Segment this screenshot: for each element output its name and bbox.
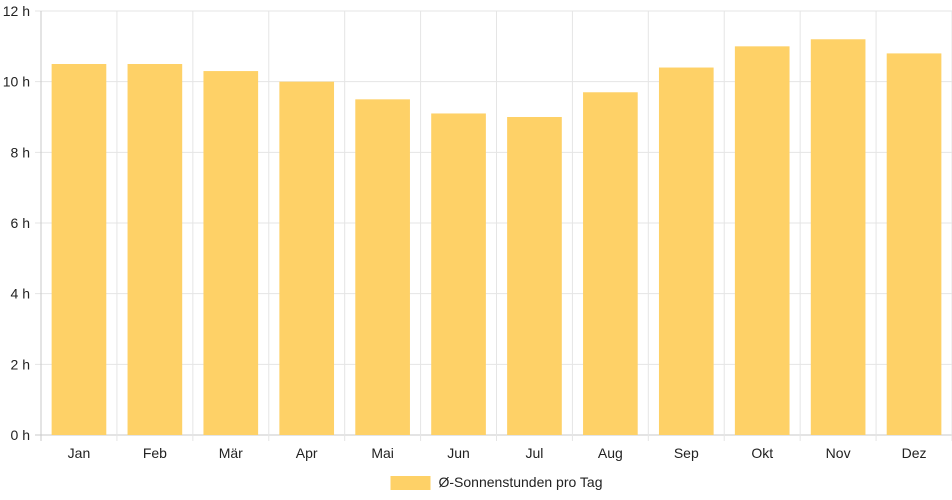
- x-axis: Jan Feb Mär Apr Mai Jun Jul Aug Sep Okt Nov Dez: [68, 445, 927, 461]
- y-tick-label: 4 h: [11, 286, 30, 302]
- x-tick-label: Nov: [826, 445, 851, 461]
- y-tick-label: 10 h: [3, 74, 30, 90]
- x-tick-label: Feb: [143, 445, 167, 461]
- bar-mär[interactable]: [203, 71, 259, 436]
- x-tick-label: Apr: [296, 445, 318, 461]
- bar-mai[interactable]: [355, 99, 410, 435]
- x-tick-label: Mär: [219, 445, 243, 461]
- y-tick-label: 2 h: [11, 356, 30, 372]
- x-tick-label: Dez: [902, 445, 927, 461]
- bar-feb[interactable]: [127, 64, 183, 435]
- y-tick-label: 12 h: [3, 3, 30, 19]
- x-tick-label: Jul: [526, 445, 544, 461]
- y-tick-label: 0 h: [11, 427, 30, 443]
- x-tick-label: Sep: [674, 445, 699, 461]
- bar-jul[interactable]: [507, 117, 562, 435]
- bar-jun[interactable]: [431, 113, 486, 435]
- y-tick-label: 8 h: [11, 144, 30, 160]
- bar-jan[interactable]: [51, 64, 107, 435]
- y-axis: 0 h 2 h 4 h 6 h 8 h 10 h 12 h: [3, 3, 30, 443]
- grid-lines: [35, 10, 952, 441]
- x-tick-label: Jan: [68, 445, 91, 461]
- x-tick-label: Mai: [371, 445, 394, 461]
- bar-apr[interactable]: [279, 81, 335, 436]
- bar-sep[interactable]: [658, 67, 714, 436]
- legend[interactable]: Ø-Sonnenstunden pro Tag: [390, 474, 603, 490]
- x-tick-label: Aug: [598, 445, 623, 461]
- bar-series: [51, 39, 942, 436]
- y-tick-label: 6 h: [11, 215, 30, 231]
- legend-label[interactable]: Ø-Sonnenstunden pro Tag: [439, 474, 603, 490]
- x-tick-label: Okt: [751, 445, 773, 461]
- bar-okt[interactable]: [734, 46, 790, 435]
- legend-swatch[interactable]: [390, 476, 431, 490]
- bar-dez[interactable]: [886, 53, 942, 436]
- bar-aug[interactable]: [583, 92, 638, 436]
- bar-nov[interactable]: [810, 39, 866, 436]
- x-tick-label: Jun: [447, 445, 470, 461]
